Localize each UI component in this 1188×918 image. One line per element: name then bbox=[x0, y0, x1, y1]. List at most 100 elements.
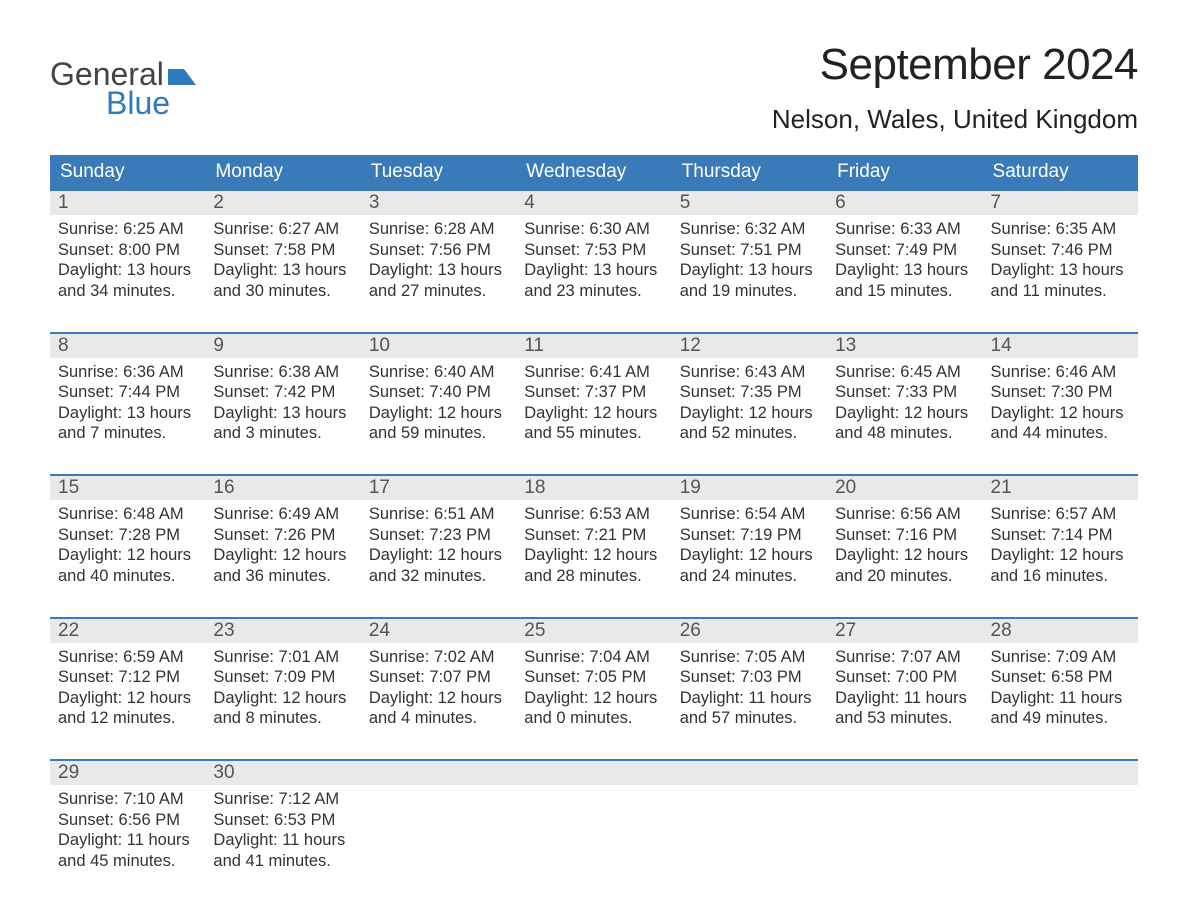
daylight-text-2: and 48 minutes. bbox=[835, 423, 974, 444]
sunrise-text: Sunrise: 6:38 AM bbox=[213, 362, 352, 383]
sunset-text: Sunset: 7:51 PM bbox=[680, 240, 819, 261]
sunrise-text: Sunrise: 6:53 AM bbox=[524, 504, 663, 525]
daylight-text-2: and 36 minutes. bbox=[213, 566, 352, 587]
day-number: 10 bbox=[361, 334, 516, 358]
day-details: Sunrise: 6:56 AMSunset: 7:16 PMDaylight:… bbox=[827, 500, 982, 593]
daylight-text-1: Daylight: 13 hours bbox=[213, 260, 352, 281]
sunrise-text: Sunrise: 6:59 AM bbox=[58, 647, 197, 668]
week-row: 8 Sunrise: 6:36 AMSunset: 7:44 PM Daylight… bbox=[50, 332, 1138, 451]
day-number: . bbox=[983, 761, 1138, 785]
day-details: Sunrise: 6:48 AMSunset: 7:28 PMDaylight:… bbox=[50, 500, 205, 593]
sunrise-text: Sunrise: 6:25 AM bbox=[58, 219, 197, 240]
daylight-text-1: Daylight: 12 hours bbox=[524, 545, 663, 566]
day-details: Sunrise: 6:53 AMSunset: 7:21 PMDaylight:… bbox=[516, 500, 671, 593]
day-cell: 26Sunrise: 7:05 AMSunset: 7:03 PMDayligh… bbox=[672, 619, 827, 736]
daylight-text-2: and 23 minutes. bbox=[524, 281, 663, 302]
day-number: 24 bbox=[361, 619, 516, 643]
daylight-text-1: Daylight: 11 hours bbox=[991, 688, 1130, 709]
day-number: 19 bbox=[672, 476, 827, 500]
day-number: 8 bbox=[50, 334, 205, 358]
sunrise-text: Sunrise: 6:41 AM bbox=[524, 362, 663, 383]
day-details: Sunrise: 7:09 AMSunset: 6:58 PMDaylight:… bbox=[983, 643, 1138, 736]
day-number: . bbox=[827, 761, 982, 785]
sunrise-text: Sunrise: 6:43 AM bbox=[680, 362, 819, 383]
daylight-text-1: Daylight: 12 hours bbox=[524, 403, 663, 424]
day-cell: 19Sunrise: 6:54 AMSunset: 7:19 PMDayligh… bbox=[672, 476, 827, 593]
sunrise-text: Sunrise: 7:10 AM bbox=[58, 789, 197, 810]
day-cell: 23Sunrise: 7:01 AMSunset: 7:09 PMDayligh… bbox=[205, 619, 360, 736]
day-cell: 6Sunrise: 6:33 AMSunset: 7:49 PMDaylight… bbox=[827, 191, 982, 308]
weekday-header: Tuesday bbox=[361, 155, 516, 189]
daylight-text-1: Daylight: 11 hours bbox=[680, 688, 819, 709]
daylight-text-2: and 16 minutes. bbox=[991, 566, 1130, 587]
day-number: . bbox=[361, 761, 516, 785]
day-number: 5 bbox=[672, 191, 827, 215]
day-details: Sunrise: 7:01 AMSunset: 7:09 PMDaylight:… bbox=[205, 643, 360, 736]
sunset-text: Sunset: 7:40 PM bbox=[369, 382, 508, 403]
daylight-text-1: Daylight: 12 hours bbox=[213, 688, 352, 709]
title-block: September 2024 Nelson, Wales, United Kin… bbox=[772, 40, 1138, 149]
daylight-text-1: Daylight: 13 hours bbox=[524, 260, 663, 281]
day-details: Sunrise: 6:40 AMSunset: 7:40 PMDaylight:… bbox=[361, 358, 516, 451]
day-number: 15 bbox=[50, 476, 205, 500]
daylight-text-2: and 45 minutes. bbox=[58, 851, 197, 872]
day-cell: 15Sunrise: 6:48 AMSunset: 7:28 PMDayligh… bbox=[50, 476, 205, 593]
daylight-text-1: Daylight: 12 hours bbox=[835, 403, 974, 424]
sunrise-text: Sunrise: 6:49 AM bbox=[213, 504, 352, 525]
daylight-text-2: and 30 minutes. bbox=[213, 281, 352, 302]
sunset-text: Sunset: 7:30 PM bbox=[991, 382, 1130, 403]
daylight-text-2: and 24 minutes. bbox=[680, 566, 819, 587]
day-cell: 20Sunrise: 6:56 AMSunset: 7:16 PMDayligh… bbox=[827, 476, 982, 593]
sunrise-text: Sunrise: 6:28 AM bbox=[369, 219, 508, 240]
daylight-text-1: Daylight: 12 hours bbox=[369, 688, 508, 709]
day-number: 12 bbox=[672, 334, 827, 358]
sunset-text: Sunset: 7:33 PM bbox=[835, 382, 974, 403]
logo-flag-icon bbox=[168, 56, 202, 92]
day-details: Sunrise: 7:07 AMSunset: 7:00 PMDaylight:… bbox=[827, 643, 982, 736]
daylight-text-1: Daylight: 13 hours bbox=[58, 260, 197, 281]
day-cell: . bbox=[983, 761, 1138, 878]
daylight-text-2: and 53 minutes. bbox=[835, 708, 974, 729]
day-cell: 2Sunrise: 6:27 AMSunset: 7:58 PMDaylight… bbox=[205, 191, 360, 308]
sunrise-text: Sunrise: 6:35 AM bbox=[991, 219, 1130, 240]
logo-text: General Blue bbox=[50, 60, 202, 118]
day-number: 18 bbox=[516, 476, 671, 500]
day-cell: 12Sunrise: 6:43 AMSunset: 7:35 PMDayligh… bbox=[672, 334, 827, 451]
week-row: 1Sunrise: 6:25 AMSunset: 8:00 PMDaylight… bbox=[50, 189, 1138, 308]
sunset-text: Sunset: 7:16 PM bbox=[835, 525, 974, 546]
day-cell: . bbox=[672, 761, 827, 878]
daylight-text-2: and 49 minutes. bbox=[991, 708, 1130, 729]
sunrise-text: Sunrise: 6:32 AM bbox=[680, 219, 819, 240]
sunset-text: Sunset: 7:03 PM bbox=[680, 667, 819, 688]
sunset-text: Sunset: 7:19 PM bbox=[680, 525, 819, 546]
day-cell: 22 Sunrise: 6:59 AMSunset: 7:12 PMDayligh… bbox=[50, 619, 205, 736]
day-cell: 10Sunrise: 6:40 AMSunset: 7:40 PMDayligh… bbox=[361, 334, 516, 451]
sunrise-text: Sunrise: 6:36 AM bbox=[58, 362, 197, 383]
day-number: 27 bbox=[827, 619, 982, 643]
sunrise-text: Sunrise: 6:51 AM bbox=[369, 504, 508, 525]
weekday-header: Saturday bbox=[983, 155, 1138, 189]
day-number: 23 bbox=[205, 619, 360, 643]
daylight-text-1: Daylight: 12 hours bbox=[524, 688, 663, 709]
sunset-text: Sunset: 7:26 PM bbox=[213, 525, 352, 546]
sunrise-text: Sunrise: 6:27 AM bbox=[213, 219, 352, 240]
day-details: Sunrise: 6:46 AMSunset: 7:30 PMDaylight:… bbox=[983, 358, 1138, 451]
day-cell: 7Sunrise: 6:35 AMSunset: 7:46 PMDaylight… bbox=[983, 191, 1138, 308]
sunset-text: Sunset: 7:12 PM bbox=[58, 667, 197, 688]
day-number: 2 bbox=[205, 191, 360, 215]
sunset-text: Sunset: 7:28 PM bbox=[58, 525, 197, 546]
day-number: 16 bbox=[205, 476, 360, 500]
daylight-text-1: Daylight: 12 hours bbox=[991, 403, 1130, 424]
daylight-text-2: and 55 minutes. bbox=[524, 423, 663, 444]
day-number: 14 bbox=[983, 334, 1138, 358]
daylight-text-1: Daylight: 12 hours bbox=[58, 688, 197, 709]
sunset-text: Sunset: 7:35 PM bbox=[680, 382, 819, 403]
day-details: Sunrise: 6:51 AMSunset: 7:23 PMDaylight:… bbox=[361, 500, 516, 593]
sunset-text: Sunset: 7:44 PM bbox=[58, 382, 197, 403]
sunset-text: Sunset: 7:05 PM bbox=[524, 667, 663, 688]
day-number: 26 bbox=[672, 619, 827, 643]
day-details: Sunrise: 6:33 AMSunset: 7:49 PMDaylight:… bbox=[827, 215, 982, 308]
day-number: 22 bbox=[50, 619, 205, 643]
sunrise-text: Sunrise: 6:46 AM bbox=[991, 362, 1130, 383]
day-cell: 11Sunrise: 6:41 AMSunset: 7:37 PMDayligh… bbox=[516, 334, 671, 451]
